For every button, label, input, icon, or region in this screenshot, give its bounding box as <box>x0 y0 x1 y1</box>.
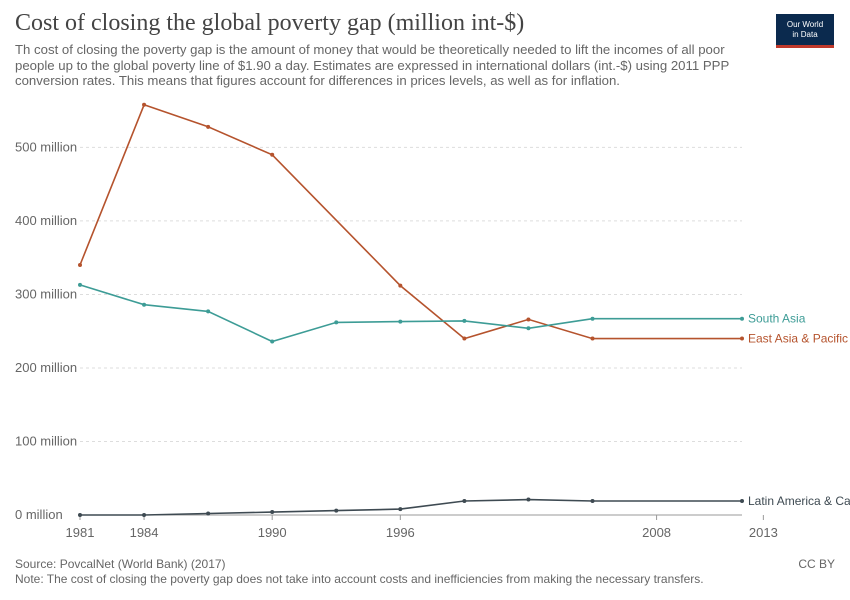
data-point <box>462 499 467 504</box>
y-tick-label: 100 million <box>15 433 77 448</box>
data-point <box>142 302 147 307</box>
x-tick-label: 1990 <box>258 525 287 540</box>
data-point <box>398 319 403 324</box>
data-point <box>206 309 211 314</box>
owid-logo[interactable]: Our World in Data <box>776 14 834 48</box>
data-point <box>270 339 275 344</box>
chart-note: Note: The cost of closing the poverty ga… <box>15 572 704 586</box>
series-line <box>79 284 742 343</box>
data-point <box>398 283 403 288</box>
y-tick-label: 400 million <box>15 213 77 228</box>
y-tick-label: 200 million <box>15 360 77 375</box>
data-point <box>590 316 595 321</box>
data-point <box>270 152 275 157</box>
logo-line-2: in Data <box>792 30 818 39</box>
x-tick-label: 1996 <box>386 525 415 540</box>
data-point <box>740 336 744 341</box>
data-point <box>78 263 82 268</box>
data-point <box>270 510 275 515</box>
series-label: South Asia <box>748 312 806 326</box>
data-point <box>206 511 211 516</box>
data-point <box>78 513 82 517</box>
chart-title: Cost of closing the global poverty gap (… <box>15 10 525 36</box>
data-point <box>526 326 531 331</box>
series-line <box>80 498 742 516</box>
data-point <box>334 508 339 513</box>
data-point <box>740 316 744 321</box>
data-point <box>398 507 403 512</box>
chart-subtitle: Th cost of closing the poverty gap is th… <box>15 42 730 88</box>
x-tick-label: 1981 <box>66 525 95 540</box>
source-link[interactable]: Source: PovcalNet (World Bank) (2017) <box>15 557 226 571</box>
license-link[interactable]: CC BY <box>798 557 835 571</box>
logo-line-1: Our World <box>786 20 824 29</box>
data-point <box>526 497 531 502</box>
x-tick-label: 2013 <box>749 525 778 540</box>
data-point <box>462 336 467 341</box>
data-point <box>78 282 82 287</box>
series-line <box>79 103 742 340</box>
series-label: East Asia & Pacific <box>748 332 848 346</box>
data-point <box>206 124 211 129</box>
series-label: Latin America & Caribbean <box>748 494 850 508</box>
data-point <box>590 336 595 341</box>
data-point <box>142 102 147 107</box>
x-tick-label: 1984 <box>130 525 159 540</box>
y-tick-label: 0 million <box>15 507 63 522</box>
y-tick-label: 300 million <box>15 286 77 301</box>
data-point <box>142 513 147 517</box>
data-point <box>462 318 467 323</box>
data-point <box>526 317 531 322</box>
data-point <box>740 499 744 504</box>
x-tick-label: 2008 <box>642 525 671 540</box>
data-point <box>590 499 595 504</box>
y-tick-label: 500 million <box>15 139 77 154</box>
data-point <box>334 320 339 325</box>
